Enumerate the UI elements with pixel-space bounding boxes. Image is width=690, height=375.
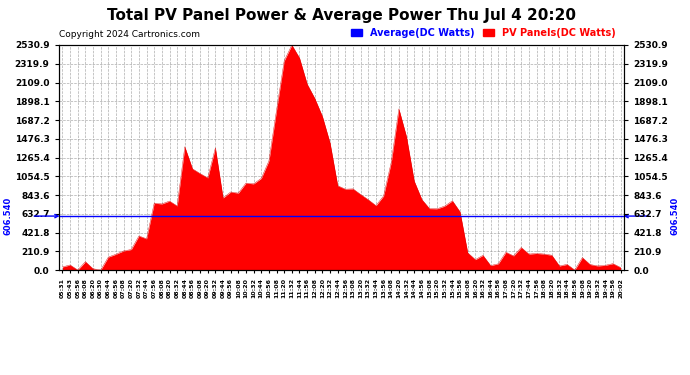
Text: 606.540: 606.540: [671, 197, 680, 235]
Text: Copyright 2024 Cartronics.com: Copyright 2024 Cartronics.com: [59, 30, 199, 39]
Title: Total PV Panel Power & Average Power Thu Jul 4 20:20: Total PV Panel Power & Average Power Thu…: [107, 8, 576, 23]
Legend: Average(DC Watts), PV Panels(DC Watts): Average(DC Watts), PV Panels(DC Watts): [347, 24, 620, 42]
Text: 606.540: 606.540: [3, 197, 12, 235]
